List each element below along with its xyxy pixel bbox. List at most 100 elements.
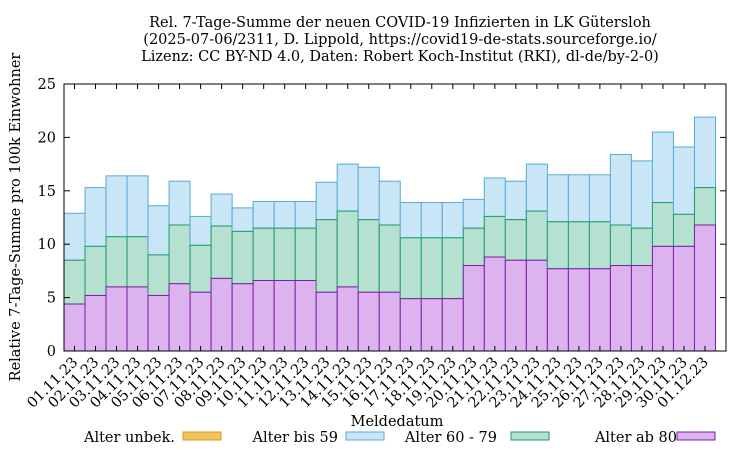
y-tick-label-10: 10 xyxy=(38,237,56,253)
bar-60-79-10.11.23 xyxy=(252,227,275,282)
legend-swatch-unbek xyxy=(182,431,222,441)
bar-ab-80-22.11.23 xyxy=(504,259,527,352)
legend-label-bis-59: Alter bis 59 xyxy=(252,430,338,446)
bar-bis-59-22.11.23 xyxy=(504,180,527,221)
bar-bis-59-18.11.23 xyxy=(420,202,443,239)
bar-60-79-13.11.23 xyxy=(315,219,338,293)
bar-bis-59-19.11.23 xyxy=(441,202,464,239)
bar-ab-80-20.11.23 xyxy=(462,265,485,352)
bar-ab-80-29.11.23 xyxy=(651,245,674,352)
bar-bis-59-28.11.23 xyxy=(630,160,653,229)
bars-layer xyxy=(63,116,716,352)
legend-swatch-ab-80 xyxy=(676,431,716,441)
bar-60-79-30.11.23 xyxy=(672,213,695,247)
bar-bis-59-29.11.23 xyxy=(651,131,674,204)
bar-60-79-04.11.23 xyxy=(126,236,149,288)
bar-60-79-02.11.23 xyxy=(84,245,107,296)
bar-ab-80-13.11.23 xyxy=(315,291,338,352)
bar-bis-59-05.11.23 xyxy=(147,205,170,256)
bar-ab-80-07.11.23 xyxy=(189,291,212,352)
bar-bis-59-01.11.23 xyxy=(63,212,86,261)
bar-60-79-16.11.23 xyxy=(378,224,401,293)
bar-ab-80-26.11.23 xyxy=(588,268,611,352)
bar-ab-80-08.11.23 xyxy=(210,277,233,352)
bar-60-79-08.11.23 xyxy=(210,225,233,279)
bar-bis-59-15.11.23 xyxy=(357,166,380,221)
bar-60-79-12.11.23 xyxy=(294,227,317,282)
bar-60-79-19.11.23 xyxy=(441,237,464,300)
bar-ab-80-21.11.23 xyxy=(483,256,506,352)
bar-bis-59-23.11.23 xyxy=(525,163,548,212)
bar-60-79-21.11.23 xyxy=(483,215,506,258)
bar-bis-59-17.11.23 xyxy=(399,202,422,239)
bar-ab-80-04.11.23 xyxy=(126,286,149,352)
bar-ab-80-01.11.23 xyxy=(63,303,86,352)
bar-60-79-05.11.23 xyxy=(147,254,170,296)
bar-60-79-15.11.23 xyxy=(357,219,380,293)
chart-title-line-2: (2025-07-06/2311, D. Lippold, https://co… xyxy=(143,32,657,48)
bar-60-79-07.11.23 xyxy=(189,244,212,293)
y-tick-label-25: 25 xyxy=(38,77,56,93)
legend-label-ab-80: Alter ab 80 xyxy=(594,430,677,446)
bar-ab-80-24.11.23 xyxy=(546,268,569,352)
bar-bis-59-11.11.23 xyxy=(273,200,296,229)
chart-title-line-1: Rel. 7-Tage-Summe der neuen COVID-19 Inf… xyxy=(149,15,651,31)
legend-label-unbek: Alter unbek. xyxy=(83,430,175,446)
bar-ab-80-01.12.23 xyxy=(693,224,716,352)
chart-title: Rel. 7-Tage-Summe der neuen COVID-19 Inf… xyxy=(0,15,750,66)
y-tick-label-5: 5 xyxy=(47,291,56,307)
bar-bis-59-24.11.23 xyxy=(546,174,569,223)
bar-ab-80-17.11.23 xyxy=(399,298,422,352)
y-tick-label-15: 15 xyxy=(38,184,56,200)
bar-bis-59-08.11.23 xyxy=(210,193,233,227)
bar-bis-59-12.11.23 xyxy=(294,200,317,229)
bar-60-79-28.11.23 xyxy=(630,227,653,267)
bar-60-79-09.11.23 xyxy=(231,230,254,285)
bar-ab-80-18.11.23 xyxy=(420,298,443,352)
bar-ab-80-27.11.23 xyxy=(609,265,632,352)
bar-ab-80-11.11.23 xyxy=(273,280,296,352)
legend-label-60-79: Alter 60 - 79 xyxy=(404,430,497,446)
bar-bis-59-04.11.23 xyxy=(126,175,149,238)
bar-60-79-23.11.23 xyxy=(525,210,548,261)
bar-60-79-01.12.23 xyxy=(693,187,716,226)
bar-60-79-22.11.23 xyxy=(504,219,527,261)
bar-ab-80-19.11.23 xyxy=(441,298,464,352)
bar-ab-80-09.11.23 xyxy=(231,283,254,352)
legend-swatch-60-79 xyxy=(510,431,550,441)
chart-title-line-3: Lizenz: CC BY-ND 4.0, Daten: Robert Koch… xyxy=(141,49,659,65)
bar-ab-80-06.11.23 xyxy=(168,283,191,352)
legend-swatch-bis-59 xyxy=(345,431,385,441)
bar-bis-59-30.11.23 xyxy=(672,146,695,215)
bar-bis-59-02.11.23 xyxy=(84,187,107,247)
bar-bis-59-16.11.23 xyxy=(378,180,401,226)
bar-ab-80-15.11.23 xyxy=(357,291,380,352)
bar-60-79-11.11.23 xyxy=(273,227,296,282)
axes-layer: 051015202501.11.2302.11.2303.11.2304.11.… xyxy=(24,77,727,411)
y-tick-label-20: 20 xyxy=(38,130,56,146)
bar-ab-80-02.11.23 xyxy=(84,294,107,352)
bar-60-79-03.11.23 xyxy=(105,236,128,288)
bar-60-79-14.11.23 xyxy=(336,210,359,288)
bar-ab-80-10.11.23 xyxy=(252,280,275,352)
bar-bis-59-10.11.23 xyxy=(252,200,275,229)
bar-bis-59-13.11.23 xyxy=(315,181,338,221)
bar-bis-59-01.12.23 xyxy=(693,116,716,189)
bar-60-79-17.11.23 xyxy=(399,237,422,300)
legend: Alter unbek. Alter bis 59 Alter 60 - 79 Alt… xyxy=(83,430,716,446)
bar-bis-59-14.11.23 xyxy=(336,163,359,212)
bar-60-79-06.11.23 xyxy=(168,224,191,285)
bar-ab-80-28.11.23 xyxy=(630,265,653,352)
bar-ab-80-23.11.23 xyxy=(525,259,548,352)
bar-bis-59-07.11.23 xyxy=(189,215,212,246)
x-axis-label: Meldedatum xyxy=(351,414,444,430)
bar-bis-59-20.11.23 xyxy=(462,198,485,229)
bar-ab-80-16.11.23 xyxy=(378,291,401,352)
y-axis-label: Relative 7-Tage-Summe pro 100k Einwohner xyxy=(8,53,24,382)
bar-ab-80-12.11.23 xyxy=(294,280,317,352)
bar-60-79-26.11.23 xyxy=(588,221,611,270)
bar-bis-59-06.11.23 xyxy=(168,180,191,226)
bar-bis-59-25.11.23 xyxy=(567,174,590,223)
y-tick-label-0: 0 xyxy=(47,344,56,360)
